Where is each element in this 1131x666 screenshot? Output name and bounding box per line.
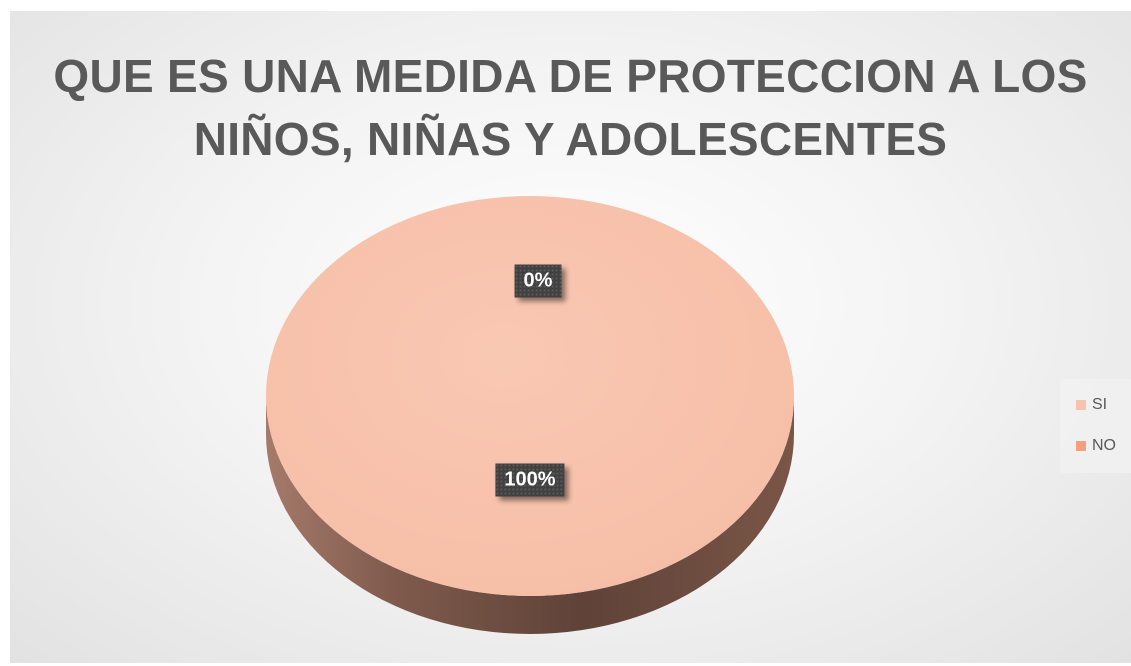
legend-item-si: SI xyxy=(1076,395,1107,415)
legend-item-no: NO xyxy=(1076,436,1116,456)
chart-title: QUE ES UNA MEDIDA DE PROTECCION A LOS NI… xyxy=(10,45,1131,171)
legend-swatch-si xyxy=(1076,400,1086,410)
data-label-no: 0% xyxy=(514,264,562,298)
chart-title-line-2: NIÑOS, NIÑAS Y ADOLESCENTES xyxy=(193,113,948,165)
pie-chart xyxy=(266,196,794,634)
pie-slice-si xyxy=(266,196,794,596)
chart-title-line-1: QUE ES UNA MEDIDA DE PROTECCION A LOS xyxy=(53,50,1088,102)
legend-label-si: SI xyxy=(1092,396,1108,413)
legend: SI NO xyxy=(1060,379,1131,473)
legend-swatch-no xyxy=(1076,441,1086,451)
pie-side-wall xyxy=(266,396,794,634)
chart-area: QUE ES UNA MEDIDA DE PROTECCION A LOS NI… xyxy=(10,11,1131,663)
data-label-si: 100% xyxy=(495,463,565,497)
legend-label-no: NO xyxy=(1092,437,1116,454)
